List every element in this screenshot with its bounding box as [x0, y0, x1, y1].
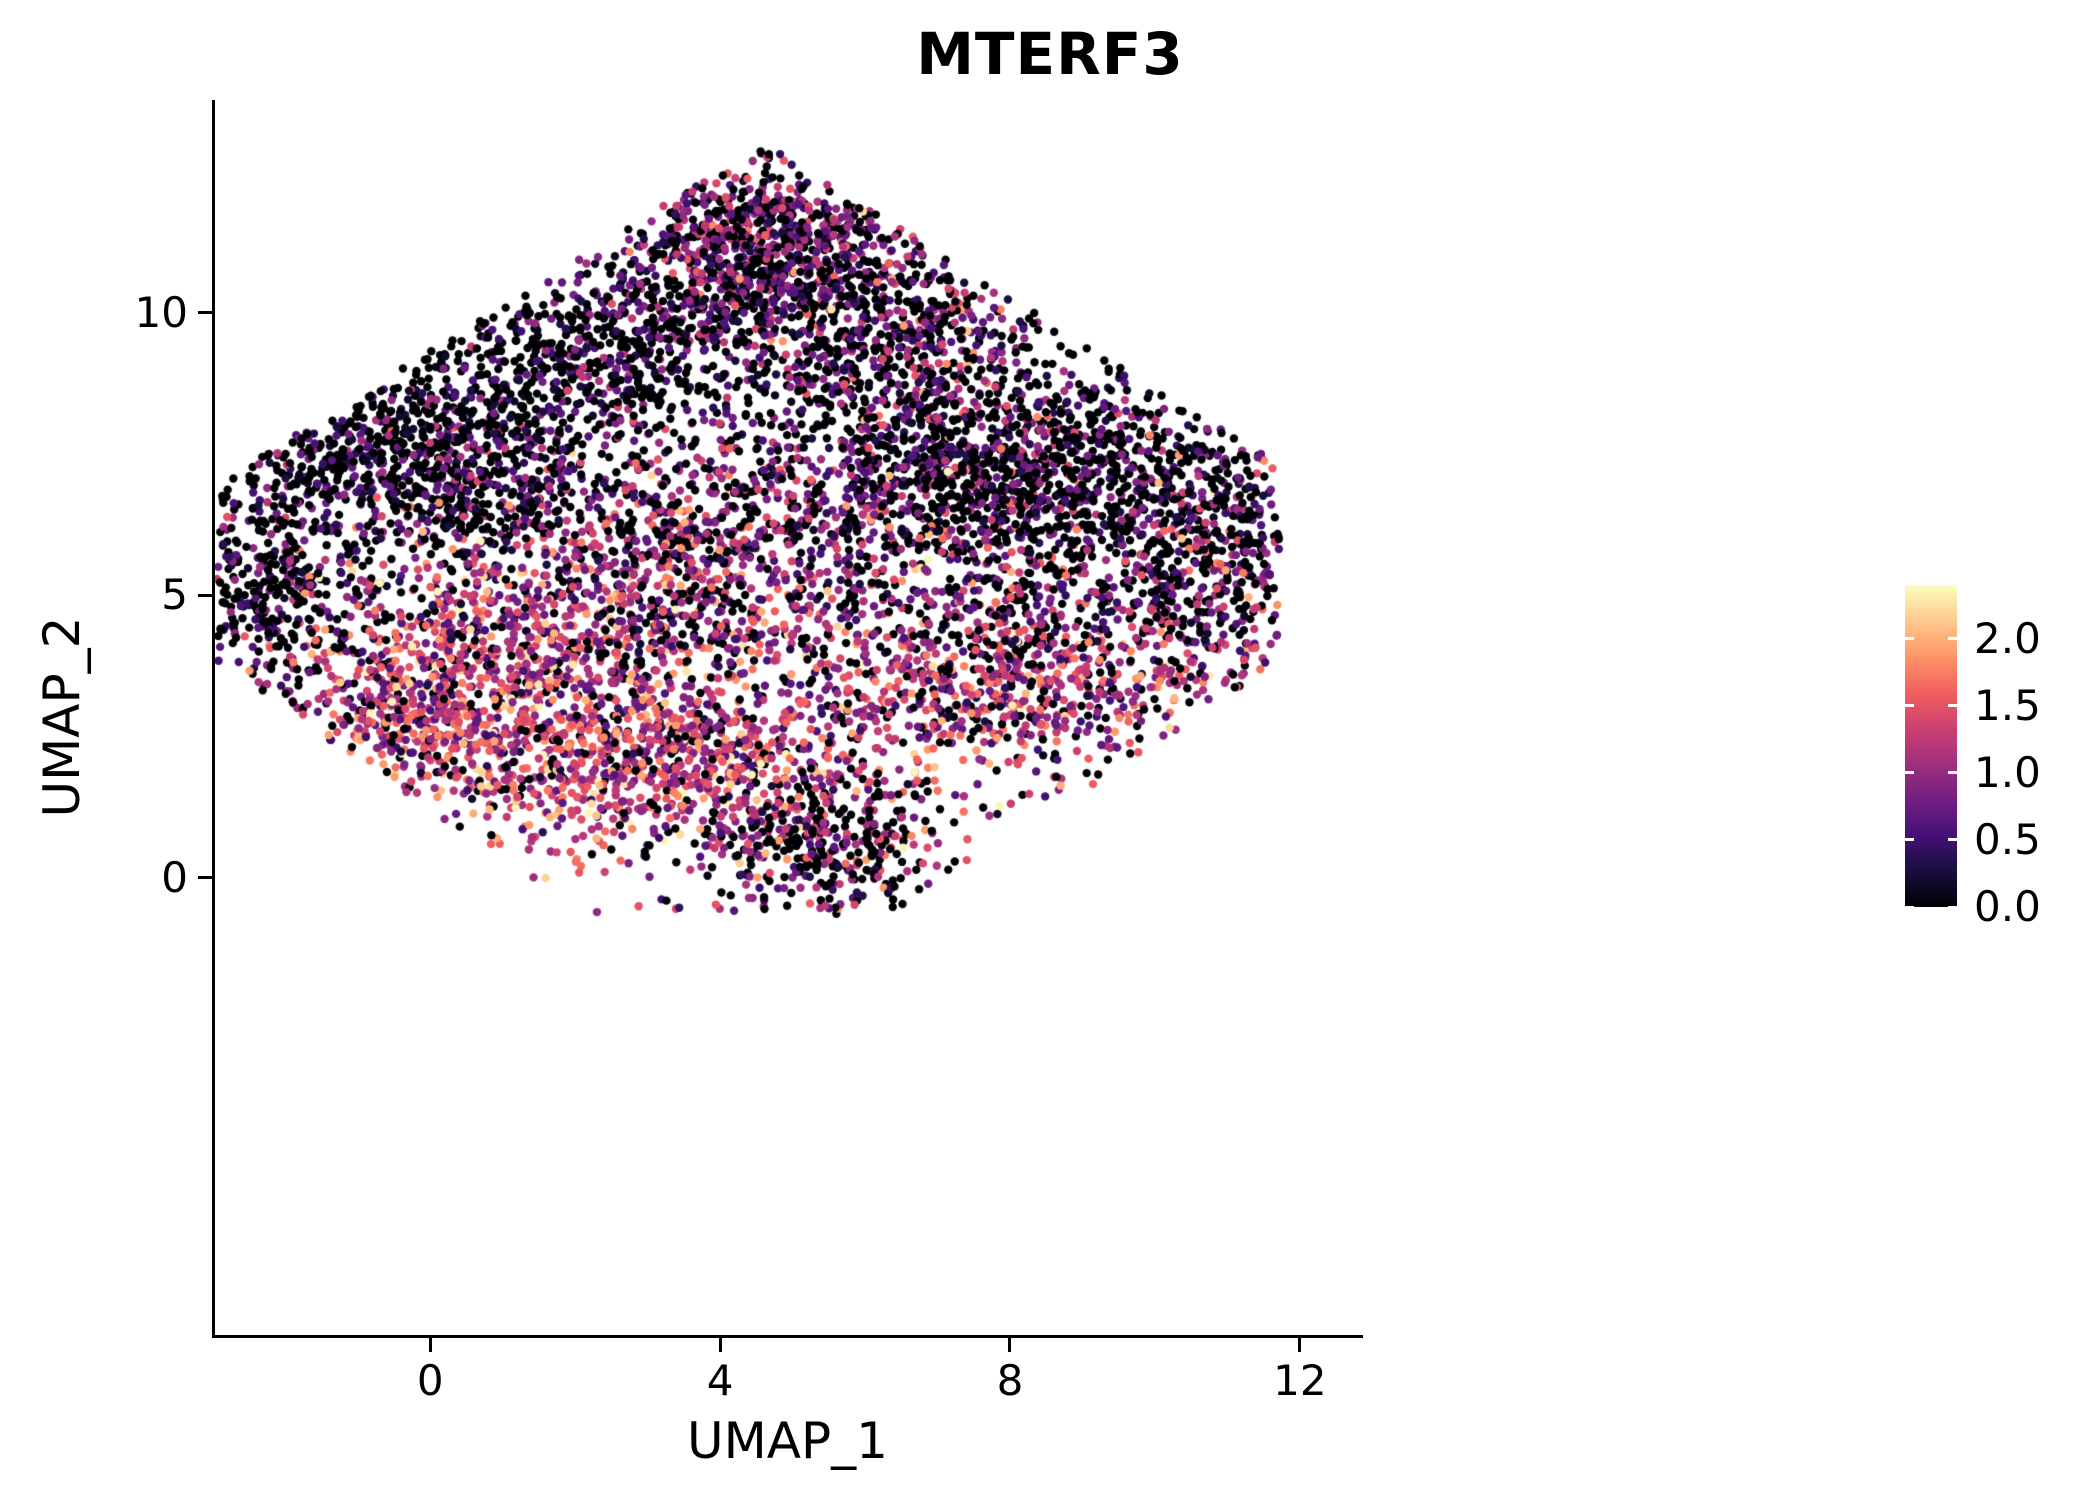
colorbar-tick-mark — [1905, 838, 1914, 842]
colorbar-tick-label: 1.5 — [1974, 680, 2041, 730]
x-tick-mark — [1008, 1338, 1012, 1352]
scatter-canvas — [215, 100, 1360, 1335]
y-tick-label: 5 — [161, 570, 188, 620]
colorbar-tick-mark — [1948, 838, 1957, 842]
x-tick-mark — [1298, 1338, 1302, 1352]
colorbar-tick-label: 2.0 — [1974, 613, 2041, 663]
colorbar-tick-label: 1.0 — [1974, 747, 2041, 797]
x-tick-label: 8 — [996, 1356, 1024, 1405]
y-tick-mark — [198, 311, 212, 315]
colorbar-tick-mark — [1905, 771, 1914, 775]
colorbar-tick-mark — [1948, 905, 1957, 909]
x-tick-label: 4 — [706, 1356, 734, 1405]
colorbar-tick-mark — [1948, 704, 1957, 708]
colorbar-tick-label: 0.0 — [1974, 882, 2041, 931]
colorbar-tick-mark — [1948, 771, 1957, 775]
colorbar-tick-mark — [1905, 637, 1914, 641]
colorbar-tick-mark — [1948, 637, 1957, 641]
colorbar-gradient — [1905, 585, 1957, 907]
x-tick-mark — [428, 1338, 432, 1352]
colorbar-tick-label: 0.5 — [1974, 814, 2041, 864]
x-axis-title: UMAP_1 — [687, 1412, 888, 1470]
colorbar-tick-mark — [1905, 905, 1914, 909]
y-tick-mark — [198, 876, 212, 880]
y-tick-label: 0 — [161, 852, 188, 902]
x-axis-line — [212, 1335, 1363, 1338]
y-tick-mark — [198, 593, 212, 597]
y-axis-line — [212, 100, 215, 1338]
y-axis-title: UMAP_2 — [33, 616, 91, 818]
y-tick-label: 10 — [134, 287, 188, 337]
x-tick-label: 0 — [416, 1356, 444, 1405]
colorbar-tick-mark — [1905, 704, 1914, 708]
x-tick-label: 12 — [1273, 1356, 1327, 1405]
x-tick-mark — [718, 1338, 722, 1352]
plot-title: MTERF3 — [916, 20, 1184, 88]
